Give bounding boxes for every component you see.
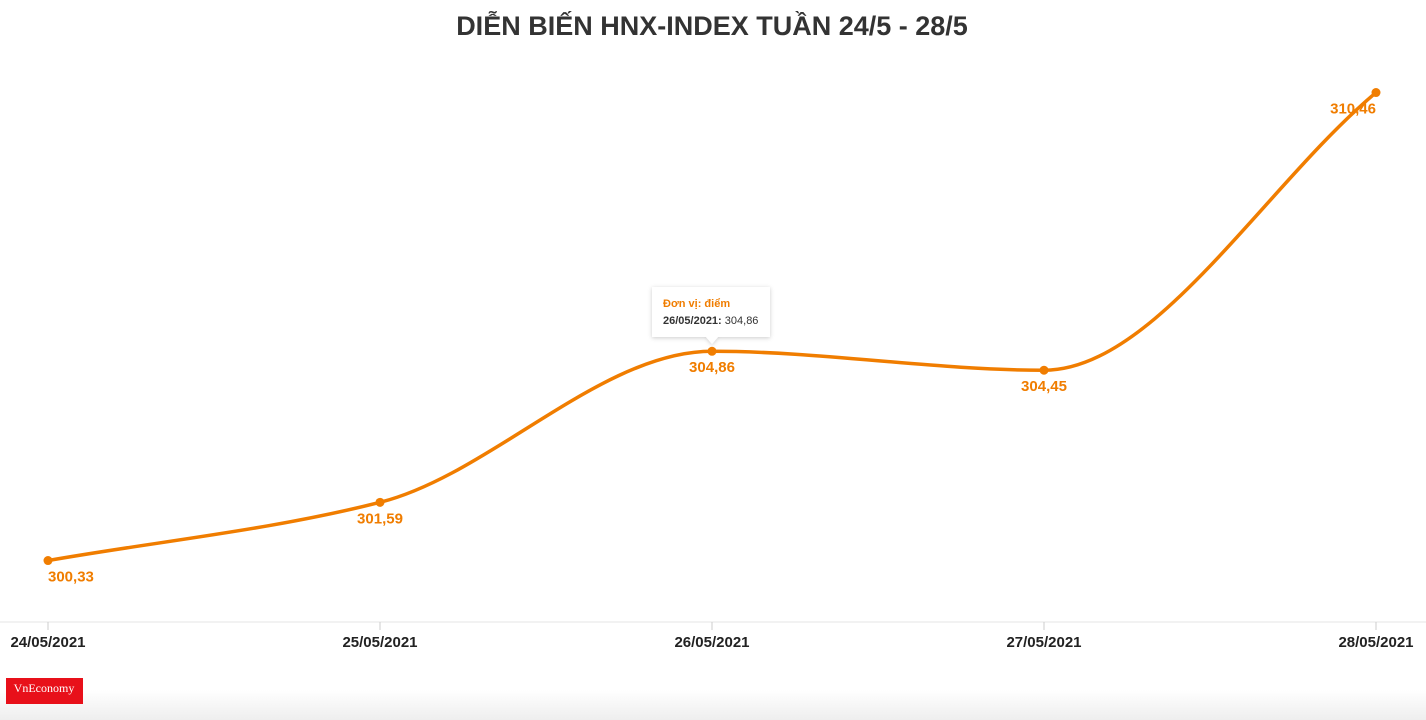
x-tick-label: 27/05/2021 <box>1006 634 1081 651</box>
tooltip-text: 26/05/2021: 304,86 <box>663 315 758 327</box>
point <box>43 556 53 566</box>
chart-title: DIỄN BIẾN HNX-INDEX TUẦN 24/5 - 28/5 <box>456 10 968 41</box>
point <box>375 497 385 507</box>
data-label: 300,33 <box>48 569 94 586</box>
data-label: 301,59 <box>357 510 403 527</box>
x-tick-label: 28/05/2021 <box>1338 634 1413 651</box>
tooltip-value: 304,86 <box>725 315 759 327</box>
data-label: 310,46 <box>1330 101 1376 118</box>
tooltip-box <box>652 287 770 344</box>
point <box>1371 88 1381 98</box>
data-label: 304,86 <box>689 359 735 376</box>
logo-box <box>6 678 83 704</box>
point <box>707 346 717 356</box>
tooltip-title: Đơn vị: điểm <box>663 298 730 310</box>
x-tick-label: 26/05/2021 <box>674 634 749 651</box>
logo: VnEconomy <box>14 681 75 695</box>
x-tick-label: 25/05/2021 <box>342 634 417 651</box>
point <box>1039 365 1049 375</box>
tooltip: Đơn vị: điểm 26/05/2021: 304,86 <box>652 287 770 344</box>
tooltip-label: 26/05/2021: <box>663 315 722 327</box>
footer <box>0 690 1426 720</box>
x-tick-label: 24/05/2021 <box>10 634 85 651</box>
data-label: 304,45 <box>1021 378 1067 395</box>
